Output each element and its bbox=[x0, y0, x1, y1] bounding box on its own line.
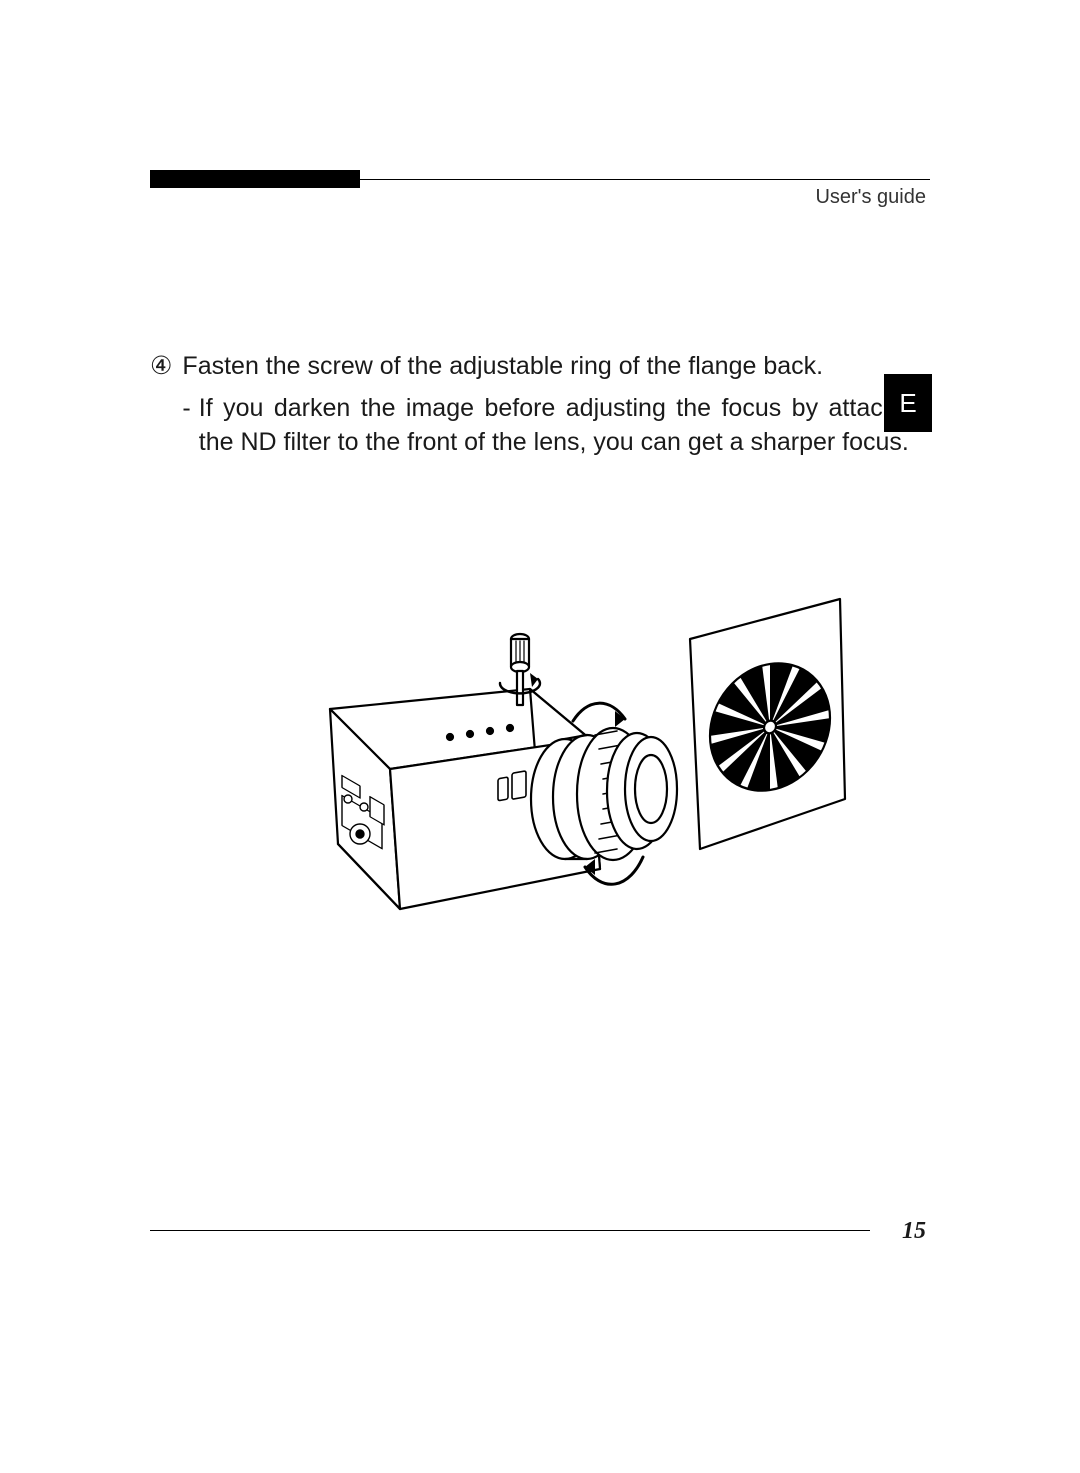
instruction-block: ④ Fasten the screw of the adjustable rin… bbox=[150, 350, 930, 459]
note-text: If you darken the image before adjusting… bbox=[199, 392, 930, 460]
camera-svg bbox=[230, 549, 850, 969]
step-marker: ④ bbox=[150, 350, 172, 384]
footer-rule bbox=[150, 1230, 870, 1231]
step-note: - If you darken the image before adjusti… bbox=[182, 392, 930, 460]
camera-illustration bbox=[150, 549, 930, 969]
header-black-bar bbox=[150, 170, 360, 188]
page-number: 15 bbox=[888, 1218, 926, 1245]
step-text: Fasten the screw of the adjustable ring … bbox=[182, 350, 930, 384]
header-rule bbox=[360, 179, 930, 180]
page-header: User's guide bbox=[150, 170, 930, 200]
header-label: User's guide bbox=[805, 186, 926, 209]
language-tab: E bbox=[884, 374, 932, 432]
page-footer: 15 bbox=[150, 1230, 930, 1231]
note-bullet: - bbox=[182, 392, 190, 426]
page-content: User's guide E ④ Fasten the screw of the… bbox=[150, 170, 930, 969]
step-4: ④ Fasten the screw of the adjustable rin… bbox=[150, 350, 930, 459]
